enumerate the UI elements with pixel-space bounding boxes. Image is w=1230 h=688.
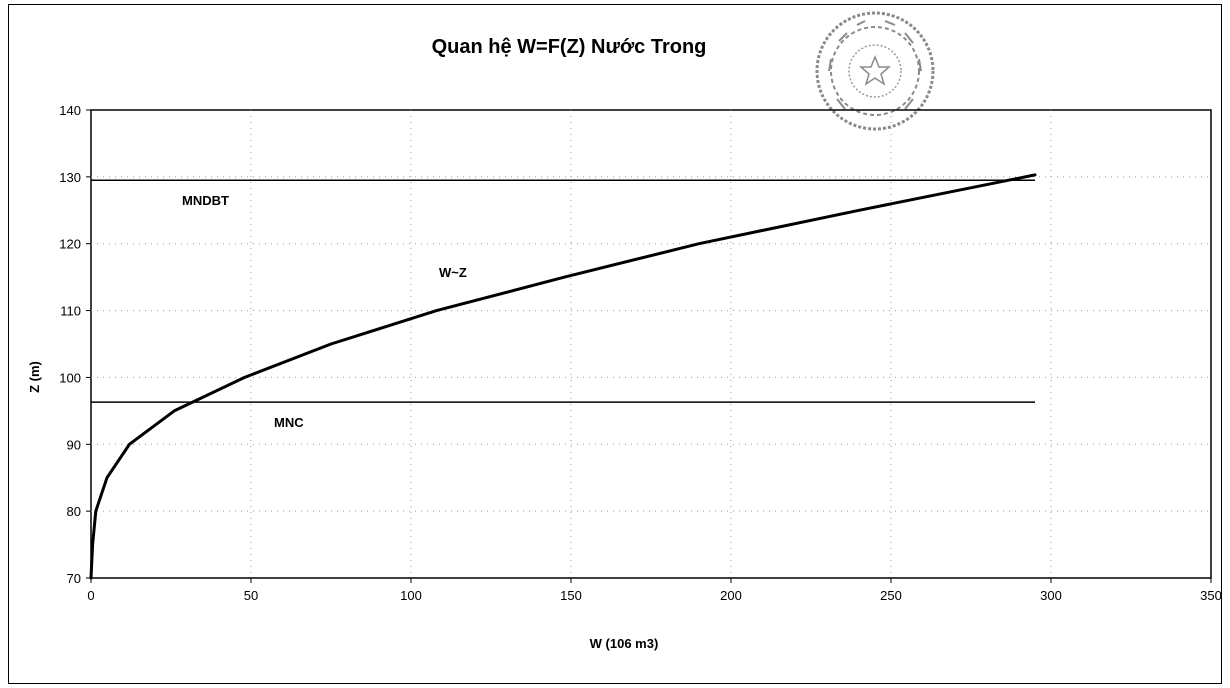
x-tick-label: 50 [244,588,258,603]
x-axis-title: W (106 m3) [590,636,659,651]
y-axis-title: Z (m) [27,361,42,393]
official-seal [815,11,935,131]
y-tick-label: 140 [59,103,81,118]
y-tick-label: 120 [59,237,81,252]
y-tick-label: 130 [59,170,81,185]
mnc-label: MNC [274,415,304,430]
grid-layer [91,110,1211,578]
series-layer [89,173,1037,580]
mndbt-label: MNDBT [182,193,229,208]
x-tick-label: 100 [400,588,422,603]
y-tick-label: 100 [59,370,81,385]
x-tick-label: 350 [1200,588,1221,603]
chart-frame: Quan hệ W=F(Z) Nước Trong 0 50 100 150 200 25… [8,4,1222,684]
y-tick-label: 70 [67,571,81,586]
reference-lines [91,179,1035,403]
tick-layer: 0 50 100 150 200 250 300 350 70 80 90 100 110 120 130 1… [59,103,1221,603]
x-tick-label: 200 [720,588,742,603]
wz-series-label: W~Z [439,265,467,280]
x-tick-label: 250 [880,588,902,603]
chart-title: Quan hệ W=F(Z) Nước Trong [432,36,707,58]
y-tick-label: 90 [67,437,81,452]
x-tick-label: 300 [1040,588,1062,603]
plot-area [90,109,1212,579]
x-tick-label: 150 [560,588,582,603]
chart-svg: Quan hệ W=F(Z) Nước Trong 0 50 100 150 200 25… [27,11,1221,651]
series-line-wz [89,173,1037,580]
y-tick-label: 80 [67,504,81,519]
y-tick-label: 110 [60,304,81,319]
x-tick-label: 0 [87,588,94,603]
